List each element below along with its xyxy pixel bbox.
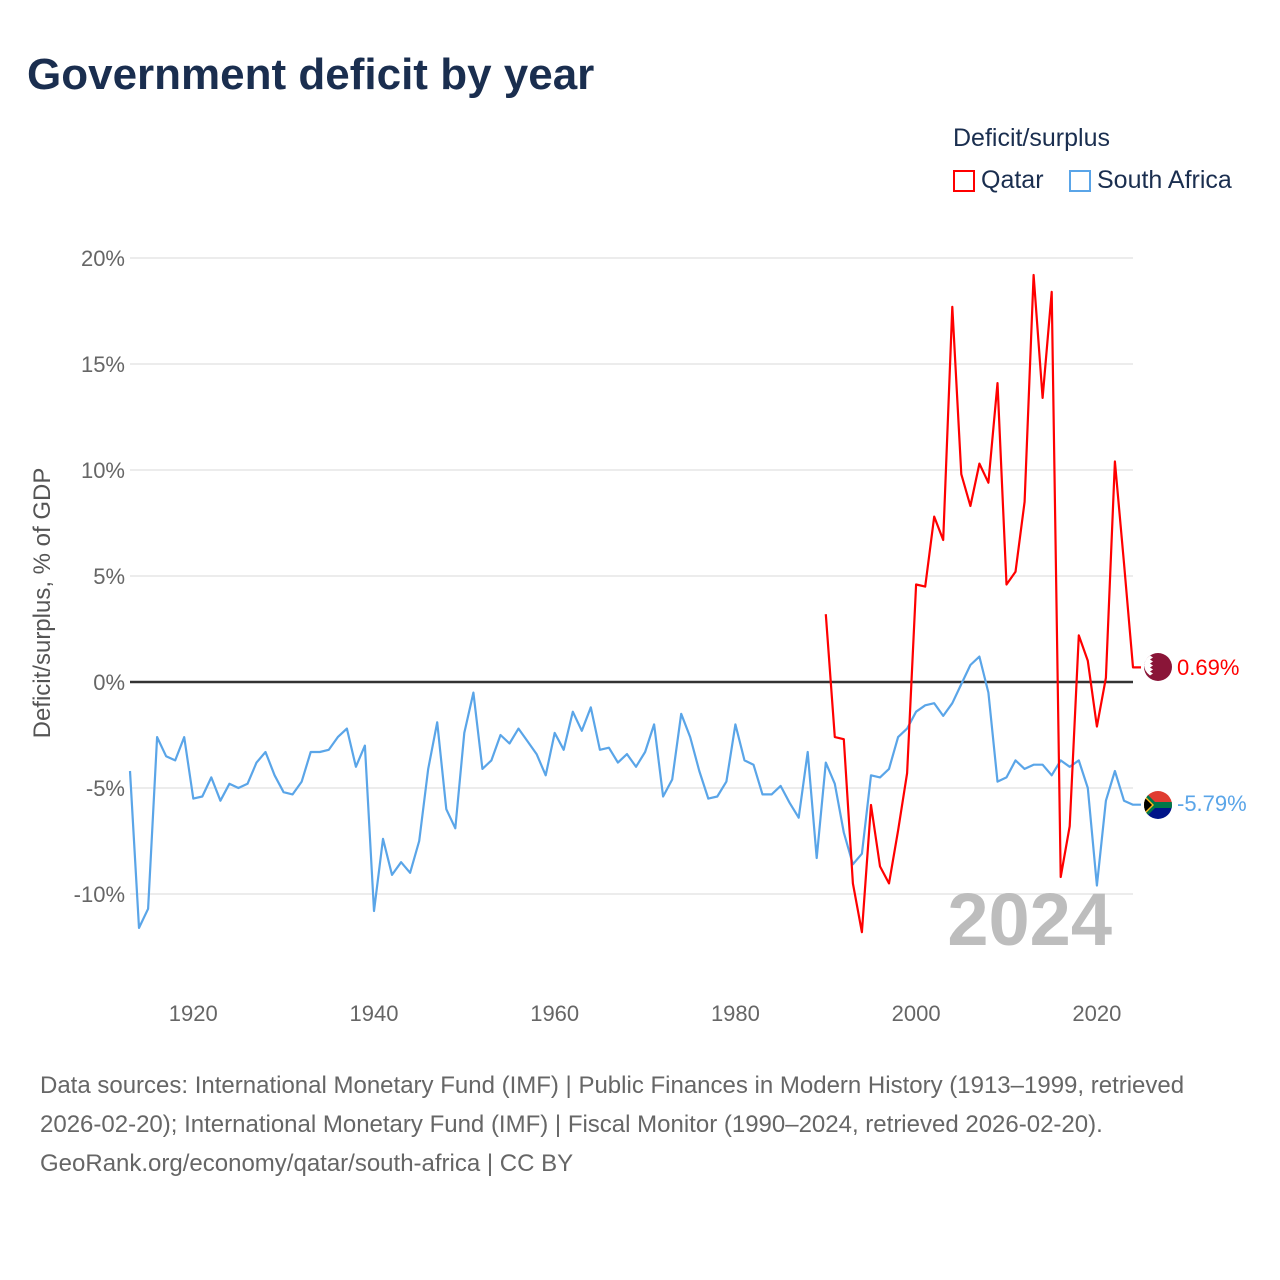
y-axis-label: Deficit/surplus, % of GDP xyxy=(29,468,56,739)
qatar-flag-icon xyxy=(1144,653,1172,681)
legend-swatch-south-africa xyxy=(1069,169,1091,192)
credit-link[interactable]: GeoRank.org/economy/qatar/south-africa |… xyxy=(40,1150,574,1177)
x-tick-label: 1920 xyxy=(169,1001,218,1026)
y-tick-label: 0% xyxy=(93,670,125,695)
year-watermark: 2024 xyxy=(947,878,1112,961)
qatar-end-label: 0.69% xyxy=(1177,655,1239,680)
south-africa-end-label: -5.79% xyxy=(1177,791,1247,816)
series-line-south-africa xyxy=(128,655,1141,930)
x-tick-label: 1980 xyxy=(711,1001,760,1026)
data-sources: Data sources: International Monetary Fun… xyxy=(40,1072,1185,1138)
footer: Data sources: International Monetary Fun… xyxy=(40,1066,1240,1183)
legend-label: Qatar xyxy=(981,166,1044,194)
y-tick-label: 20% xyxy=(81,246,125,271)
legend-title: Deficit/surplus xyxy=(953,124,1110,152)
legend-item-south-africa[interactable]: South Africa xyxy=(1069,166,1232,195)
series-line-qatar xyxy=(824,273,1141,934)
south-africa-flag-icon xyxy=(1144,791,1172,819)
x-tick-label: 1940 xyxy=(349,1001,398,1026)
chart-title: Government deficit by year xyxy=(27,50,595,99)
y-tick-label: -5% xyxy=(86,776,125,801)
line-chart: 20% 15% 10% 5% 0% -5% -10% 1920 1940 1960 1980 2000… xyxy=(29,246,1247,1026)
legend-item-qatar[interactable]: Qatar xyxy=(953,166,1044,195)
y-tick-label: 15% xyxy=(81,352,125,377)
x-tick-label: 2020 xyxy=(1072,1001,1121,1026)
y-tick-label: 5% xyxy=(93,564,125,589)
legend-label: South Africa xyxy=(1097,166,1232,194)
y-tick-label: -10% xyxy=(74,882,125,907)
legend-swatch-qatar xyxy=(953,169,975,192)
x-tick-label: 2000 xyxy=(892,1001,941,1026)
y-tick-label: 10% xyxy=(81,458,125,483)
x-tick-label: 1960 xyxy=(530,1001,579,1026)
